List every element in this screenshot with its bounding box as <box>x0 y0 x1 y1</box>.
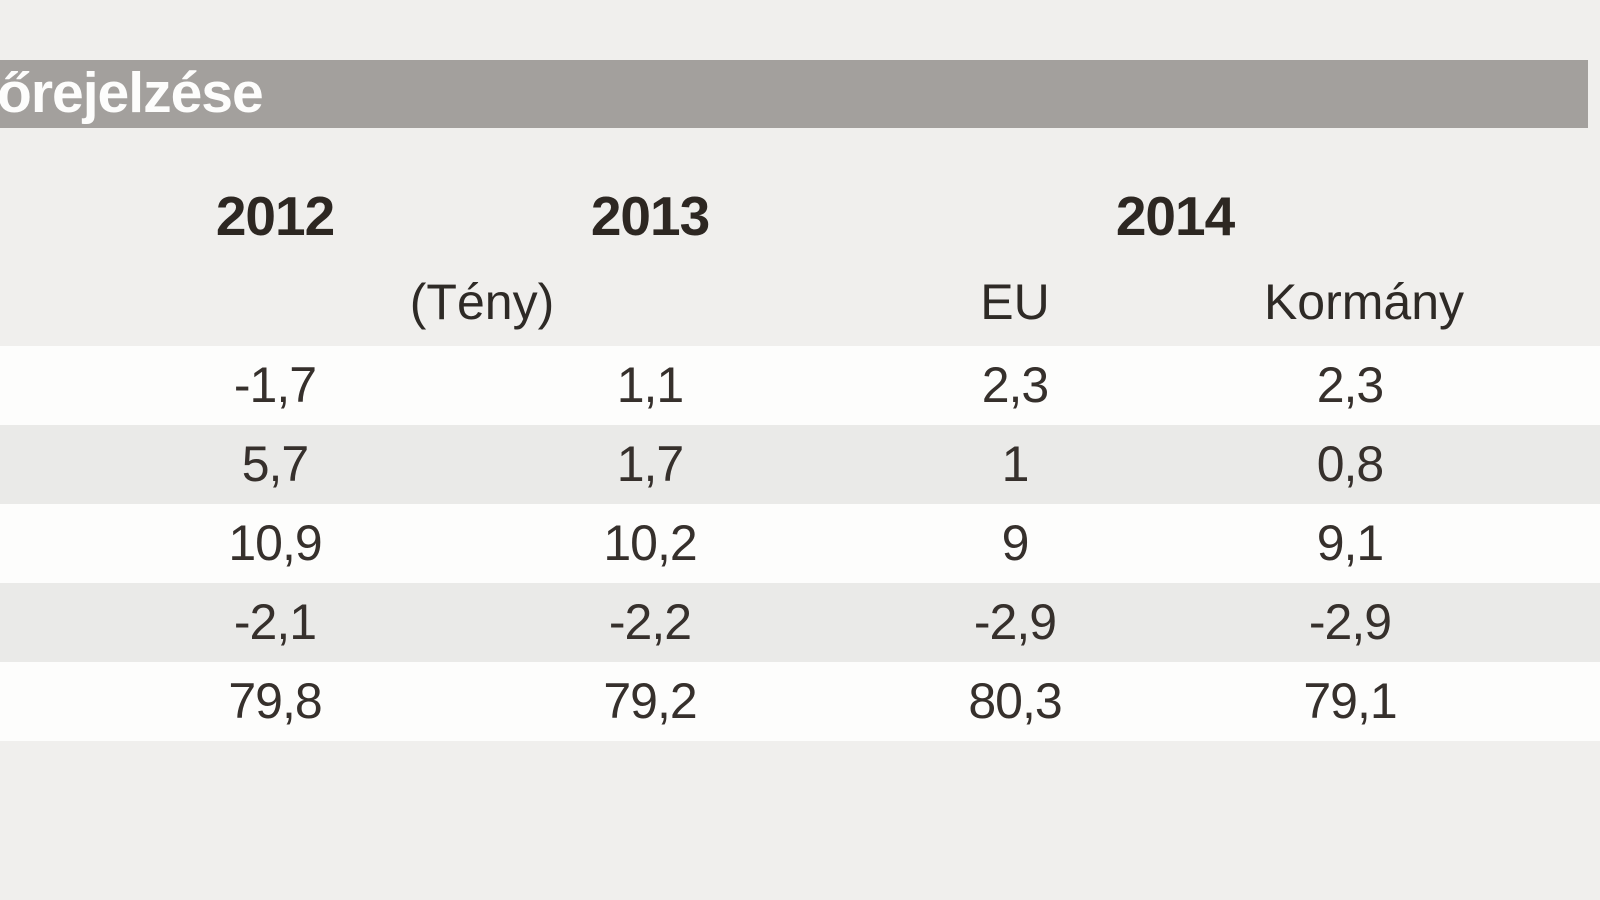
year-header-row: 2012 2013 2014 <box>0 180 1600 252</box>
cell-2012: 10,9 <box>228 515 322 571</box>
cell-2012: 5,7 <box>241 436 310 492</box>
sub-header-government: Kormány <box>1190 262 1510 342</box>
sub-header-fact-label: (Tény) <box>409 274 555 330</box>
cell-2014-eu: 2,3 <box>981 357 1050 413</box>
cell-2014-eu: 80,3 <box>968 673 1062 729</box>
cell-2013: 79,2 <box>603 673 697 729</box>
sub-header-government-label: Kormány <box>1263 274 1465 330</box>
cell-2013: 1,7 <box>616 436 685 492</box>
table-row: 5,7 1,7 1 0,8 <box>0 425 1600 504</box>
cell-2013: 10,2 <box>603 515 697 571</box>
cell-2014-eu: 1 <box>1001 436 1030 492</box>
cell-2014-government: 79,1 <box>1303 673 1397 729</box>
year-header-2012: 2012 <box>215 185 335 247</box>
sub-header-eu: EU <box>980 274 1050 330</box>
sub-header-row: (Tény) EU Kormány <box>0 262 1600 342</box>
table-row: 10,9 10,2 9 9,1 <box>0 504 1600 583</box>
year-header-2013: 2013 <box>590 185 710 247</box>
cell-2012: -2,1 <box>233 594 317 650</box>
cell-2014-government: 2,3 <box>1316 357 1385 413</box>
table-row: -1,7 1,1 2,3 2,3 <box>0 346 1600 425</box>
cell-2013: -2,2 <box>608 594 692 650</box>
cell-2014-eu: 9 <box>1001 515 1030 571</box>
sub-header-fact: (Tény) <box>410 262 840 342</box>
cell-2014-government: -2,9 <box>1308 594 1392 650</box>
table-row: -2,1 -2,2 -2,9 -2,9 <box>0 583 1600 662</box>
cell-2013: 1,1 <box>616 357 685 413</box>
year-header-2014: 2014 <box>1115 185 1235 247</box>
title-text: őrejelzése <box>0 61 264 125</box>
title-bar: őrejelzése <box>0 60 1588 128</box>
table-body: -1,7 1,1 2,3 2,3 5,7 1,7 1 0,8 10,9 10,2… <box>0 346 1600 741</box>
cell-2014-government: 9,1 <box>1316 515 1385 571</box>
cell-2014-government: 0,8 <box>1316 436 1385 492</box>
table-row: 79,8 79,2 80,3 79,1 <box>0 662 1600 741</box>
cell-2012: 79,8 <box>228 673 322 729</box>
cell-2014-eu: -2,9 <box>973 594 1057 650</box>
cell-2012: -1,7 <box>233 357 317 413</box>
